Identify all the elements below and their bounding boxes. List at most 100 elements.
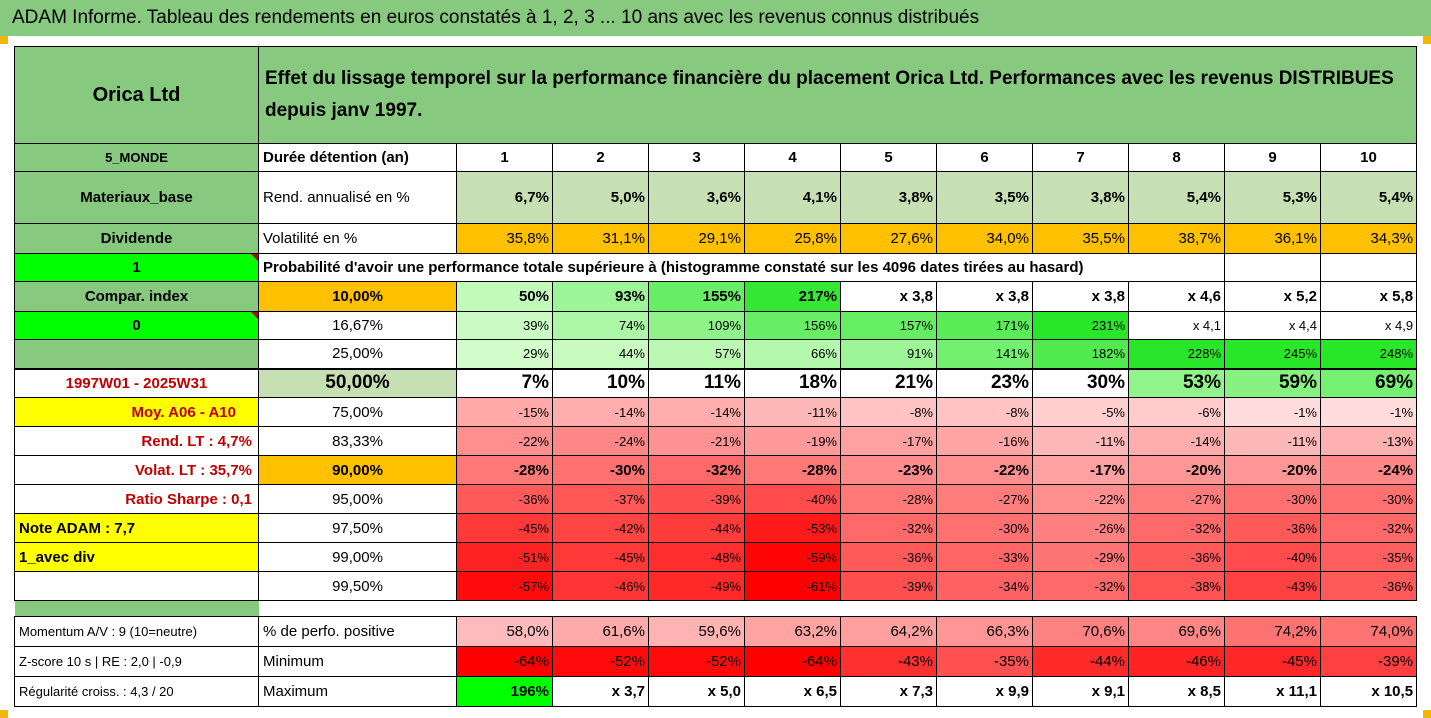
probability-level: 25,00% bbox=[258, 339, 457, 370]
probability-value: -36% bbox=[1128, 542, 1225, 572]
probability-value: -14% bbox=[552, 397, 649, 427]
probability-value: x 3,8 bbox=[936, 281, 1033, 312]
flag-1-value: 1 bbox=[132, 259, 141, 276]
volatility-row: Dividende Volatilité en % 35,8% 31,1% 29,1… bbox=[14, 223, 1418, 254]
probability-value: -33% bbox=[936, 542, 1033, 572]
probability-value: 50% bbox=[456, 281, 553, 312]
probability-value: -32% bbox=[1128, 513, 1225, 543]
probability-value: x 4,9 bbox=[1319, 311, 1418, 340]
probability-value: -36% bbox=[840, 542, 937, 572]
probability-value: -26% bbox=[1032, 513, 1129, 543]
probability-value: -14% bbox=[1128, 426, 1225, 456]
maximum-cell: x 9,9 bbox=[936, 676, 1033, 707]
year-header: 4 bbox=[744, 143, 841, 172]
flag-0-cell[interactable]: 0 bbox=[14, 311, 259, 340]
performance-table: Orica Ltd Effet du lissage temporel sur … bbox=[14, 46, 1418, 707]
comment-marker-icon bbox=[251, 312, 258, 319]
year-header: 10 bbox=[1319, 143, 1418, 172]
probability-value: 53% bbox=[1128, 368, 1225, 398]
probability-value: x 4,4 bbox=[1224, 311, 1321, 340]
probability-row: Moy. A06 - A10 75,00% -15% -14% -14% -11% -8%… bbox=[14, 397, 1418, 427]
probability-value: -44% bbox=[648, 513, 745, 543]
probability-level: 99,00% bbox=[258, 542, 457, 572]
probability-value: -36% bbox=[1224, 513, 1321, 543]
probability-value: -20% bbox=[1128, 455, 1225, 485]
maximum-cell: x 5,0 bbox=[648, 676, 745, 707]
comment-marker-icon bbox=[251, 254, 258, 261]
probability-value: -30% bbox=[936, 513, 1033, 543]
probability-value: -22% bbox=[936, 455, 1033, 485]
empty-cell bbox=[1224, 253, 1321, 282]
probability-value: -6% bbox=[1128, 397, 1225, 427]
rend-cell: 5,4% bbox=[1319, 171, 1418, 224]
vol-cell: 35,5% bbox=[1032, 223, 1129, 254]
probability-row: 99,50% -57% -46% -49% -61% -39% -34% -32% -38% -4… bbox=[14, 571, 1418, 601]
perf-pos-cell: 70,6% bbox=[1032, 616, 1129, 647]
probability-value: 156% bbox=[744, 311, 841, 340]
rend-cell: 3,8% bbox=[840, 171, 937, 224]
probability-row: Ratio Sharpe : 0,1 95,00% -36% -37% -39% -40… bbox=[14, 484, 1418, 514]
vol-cell: 36,1% bbox=[1224, 223, 1321, 254]
report-title: ADAM Informe. Tableau des rendements en … bbox=[12, 7, 980, 28]
zscore-label: Z-score 10 s | RE : 2,0 | -0,9 bbox=[14, 646, 259, 677]
probability-value: 44% bbox=[552, 339, 649, 370]
probability-value: 74% bbox=[552, 311, 649, 340]
probability-row: Rend. LT : 4,7% 83,33% -22% -24% -21% -19% -1… bbox=[14, 426, 1418, 456]
probability-value: -27% bbox=[1128, 484, 1225, 514]
maximum-cell: 196% bbox=[456, 676, 553, 707]
probability-value: 10% bbox=[552, 368, 649, 398]
probability-value: 231% bbox=[1032, 311, 1129, 340]
probability-header: Probabilité d'avoir une performance tota… bbox=[258, 253, 1225, 282]
probability-value: 228% bbox=[1128, 339, 1225, 370]
minimum-cell: -44% bbox=[1032, 646, 1129, 677]
probability-value: -40% bbox=[1224, 542, 1321, 572]
spacer bbox=[258, 600, 1417, 617]
probability-value: -13% bbox=[1319, 426, 1418, 456]
header-description: Effet du lissage temporel sur la perform… bbox=[257, 46, 1418, 144]
probability-value: -29% bbox=[1032, 542, 1129, 572]
probability-level: 50,00% bbox=[258, 368, 457, 398]
probability-value: -14% bbox=[648, 397, 745, 427]
probability-value: x 4,6 bbox=[1128, 281, 1225, 312]
row-label-perf-pos: % de perfo. positive bbox=[258, 616, 457, 647]
probability-value: 248% bbox=[1319, 339, 1418, 370]
probability-value: 59% bbox=[1224, 368, 1321, 398]
probability-value: 23% bbox=[936, 368, 1033, 398]
volat-lt-label: Volat. LT : 35,7% bbox=[14, 455, 259, 485]
minimum-cell: -46% bbox=[1128, 646, 1225, 677]
empty-label-cell bbox=[14, 571, 259, 601]
perf-pos-cell: 61,6% bbox=[552, 616, 649, 647]
probability-value: -34% bbox=[936, 571, 1033, 601]
probability-value: -24% bbox=[552, 426, 649, 456]
probability-value: -20% bbox=[1224, 455, 1321, 485]
probability-value: -16% bbox=[936, 426, 1033, 456]
probability-value: 7% bbox=[456, 368, 553, 398]
probability-value: x 3,8 bbox=[840, 281, 937, 312]
probability-value: -30% bbox=[552, 455, 649, 485]
probability-row: Compar. index 10,00% 50% 93% 155% 217% x 3,8 x… bbox=[14, 281, 1418, 312]
probability-value: x 4,1 bbox=[1128, 311, 1225, 340]
flag-1-cell[interactable]: 1 bbox=[14, 253, 259, 282]
probability-level: 10,00% bbox=[258, 281, 457, 312]
probability-value: 91% bbox=[840, 339, 937, 370]
probability-level: 16,67% bbox=[258, 311, 457, 340]
probability-value: 66% bbox=[744, 339, 841, 370]
vol-cell: 38,7% bbox=[1128, 223, 1225, 254]
region-label: 5_MONDE bbox=[14, 143, 259, 172]
corner-marker bbox=[1423, 36, 1431, 44]
probability-value: 11% bbox=[648, 368, 745, 398]
probability-header-row: 1 Probabilité d'avoir une performance to… bbox=[14, 253, 1418, 282]
probability-value: -17% bbox=[840, 426, 937, 456]
probability-value: -8% bbox=[936, 397, 1033, 427]
period-label: 1997W01 - 2025W31 bbox=[14, 368, 259, 398]
annualized-return-row: Materiaux_base Rend. annualisé en % 6,7%… bbox=[14, 171, 1418, 224]
probability-value: 155% bbox=[648, 281, 745, 312]
probability-value: 30% bbox=[1032, 368, 1129, 398]
probability-value: 171% bbox=[936, 311, 1033, 340]
probability-value: -19% bbox=[744, 426, 841, 456]
probability-value: 157% bbox=[840, 311, 937, 340]
year-header: 8 bbox=[1128, 143, 1225, 172]
probability-value: -24% bbox=[1319, 455, 1418, 485]
perf-pos-cell: 58,0% bbox=[456, 616, 553, 647]
row-label-rend: Rend. annualisé en % bbox=[258, 171, 457, 224]
